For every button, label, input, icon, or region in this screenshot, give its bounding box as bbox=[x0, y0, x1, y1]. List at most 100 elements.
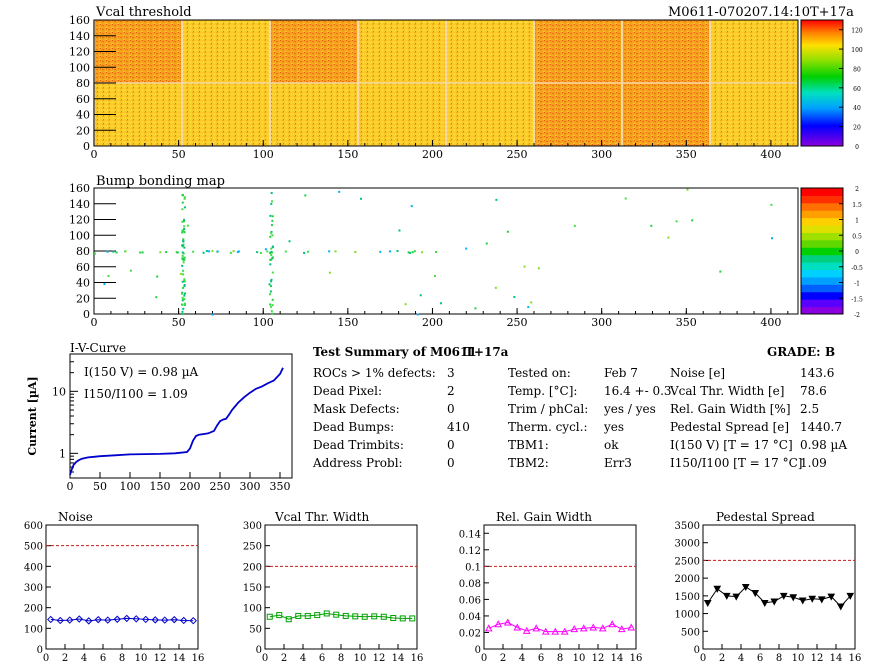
y-tick-label: 150 bbox=[243, 583, 262, 594]
y-tick-label: 0.04 bbox=[459, 612, 481, 623]
y-tick-label: 160 bbox=[69, 14, 90, 27]
data-point bbox=[390, 615, 397, 621]
data-point bbox=[361, 613, 368, 620]
y-tick-label: 400 bbox=[24, 562, 43, 573]
iv-annotation-2: I150/I100 = 1.09 bbox=[84, 387, 188, 401]
colorbar-tick-label: 120 bbox=[851, 28, 863, 35]
x-tick-label: 300 bbox=[240, 480, 261, 490]
colorbar-band bbox=[801, 291, 843, 300]
dead-bump bbox=[396, 250, 399, 253]
x-tick-label: 4 bbox=[81, 653, 87, 664]
dead-bump bbox=[229, 251, 232, 254]
y-tick-label: 3000 bbox=[675, 539, 700, 550]
y-tick-label: 80 bbox=[76, 245, 90, 258]
colorbar-tick-label: 0 bbox=[855, 249, 859, 256]
dead-bump bbox=[236, 251, 239, 254]
y-tick-label: 140 bbox=[69, 30, 90, 43]
dead-bump bbox=[181, 264, 184, 267]
data-point bbox=[751, 590, 760, 598]
panel-title: Rel. Gain Width bbox=[496, 510, 592, 524]
summary-value: 78.6 bbox=[800, 384, 827, 398]
dead-bump bbox=[176, 251, 179, 254]
summary-value: 3 bbox=[447, 366, 455, 380]
dead-bump bbox=[182, 269, 185, 272]
x-tick-label: 8 bbox=[119, 653, 125, 664]
x-tick-label: 350 bbox=[676, 316, 697, 329]
dead-bump bbox=[182, 218, 185, 221]
summary-value: yes / yes bbox=[604, 402, 656, 416]
x-tick-label: 200 bbox=[422, 148, 443, 161]
colorbar-tick-label: -1.5 bbox=[851, 296, 863, 303]
roc-block bbox=[270, 20, 358, 83]
dead-bump bbox=[232, 250, 235, 253]
y-tick-label: 100 bbox=[69, 61, 90, 74]
data-point bbox=[522, 626, 531, 634]
dead-bump bbox=[271, 245, 274, 248]
x-tick-label: 12 bbox=[811, 653, 824, 664]
dead-bump bbox=[183, 294, 186, 297]
dead-bump bbox=[573, 224, 576, 227]
x-tick-label: 350 bbox=[270, 480, 291, 490]
roc-block bbox=[358, 20, 446, 83]
data-point bbox=[295, 612, 302, 619]
data-point bbox=[399, 615, 406, 622]
summary-value: 0 bbox=[447, 438, 455, 452]
dead-bump bbox=[270, 192, 273, 195]
colorbar-tick-label: -2 bbox=[854, 312, 860, 319]
dead-bump bbox=[270, 224, 273, 227]
dead-bump bbox=[182, 261, 185, 264]
panel-title: Noise bbox=[58, 510, 93, 524]
y-tick-label: 160 bbox=[69, 182, 90, 195]
dead-bump bbox=[179, 272, 182, 275]
dead-bump bbox=[270, 250, 273, 253]
x-tick-label: 2 bbox=[719, 653, 725, 664]
dead-bump bbox=[306, 250, 309, 253]
series-line bbox=[488, 621, 632, 633]
dead-bump bbox=[182, 307, 185, 310]
dead-bump bbox=[719, 270, 722, 273]
x-tick-label: 14 bbox=[173, 653, 186, 664]
dead-bump bbox=[537, 267, 540, 270]
dead-bump bbox=[211, 313, 214, 316]
dead-bump bbox=[115, 251, 118, 254]
dead-bump bbox=[259, 251, 262, 254]
colorbar-tick-label: 40 bbox=[853, 105, 861, 112]
dead-bump bbox=[181, 220, 184, 223]
colorbar-tick-label: 1 bbox=[855, 218, 859, 225]
x-tick-label: 100 bbox=[120, 480, 141, 490]
dead-bump bbox=[181, 296, 184, 299]
grade-label: GRADE: bbox=[767, 345, 821, 359]
dead-bump bbox=[270, 310, 273, 313]
dead-bump bbox=[271, 298, 274, 301]
roc-block bbox=[710, 20, 798, 83]
dead-bump bbox=[328, 271, 331, 274]
dead-bump bbox=[398, 229, 401, 232]
summary-value: 143.6 bbox=[800, 366, 835, 380]
data-point bbox=[570, 625, 579, 633]
data-point bbox=[161, 616, 169, 624]
dead-bump bbox=[183, 283, 186, 286]
data-point bbox=[180, 616, 188, 625]
x-tick-label: 200 bbox=[180, 480, 201, 490]
dead-bump bbox=[94, 252, 97, 255]
x-tick-label: 0 bbox=[43, 653, 49, 664]
x-tick-label: 10 bbox=[135, 653, 148, 664]
summary-label: TBM1: bbox=[508, 438, 549, 452]
colorbar: 0 20 40 60 80 100 120 bbox=[800, 19, 863, 151]
dead-bump bbox=[112, 250, 115, 253]
summary-value: 0 bbox=[447, 402, 455, 416]
dead-bump bbox=[271, 271, 274, 274]
dead-bump bbox=[270, 253, 273, 256]
data-point bbox=[342, 612, 349, 619]
y-tick-label: 0.06 bbox=[459, 595, 481, 606]
colorbar-tick-label: 80 bbox=[853, 66, 861, 73]
dead-bump bbox=[771, 237, 774, 240]
data-point bbox=[560, 627, 569, 635]
data-point bbox=[47, 615, 55, 624]
colorbar-band bbox=[801, 232, 843, 241]
data-point bbox=[151, 616, 159, 624]
x-tick-label: 6 bbox=[100, 653, 106, 664]
dead-bump bbox=[202, 251, 205, 254]
data-point bbox=[285, 616, 292, 623]
dead-bump bbox=[675, 220, 678, 223]
